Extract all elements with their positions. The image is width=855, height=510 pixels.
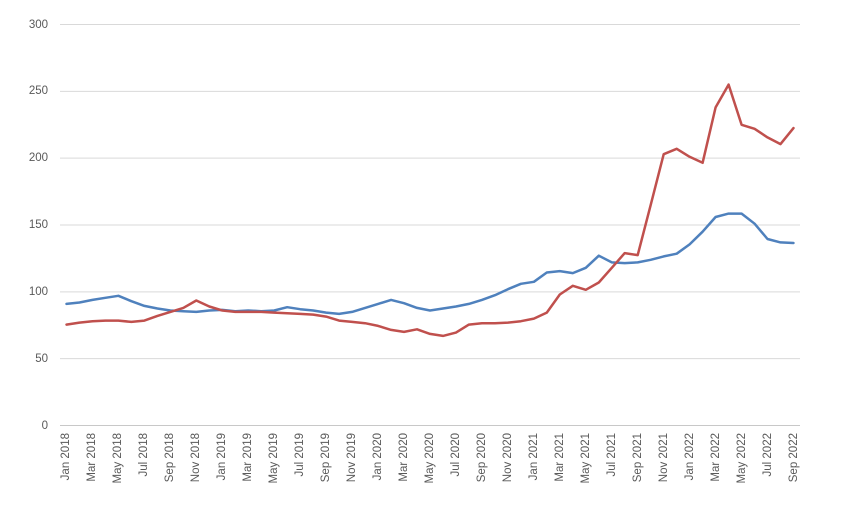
x-axis-label: May 2022 xyxy=(735,433,748,484)
x-axis-label: Jan 2019 xyxy=(216,433,229,481)
x-axis-label: Jul 2020 xyxy=(449,433,462,477)
x-axis-label: Sep 2021 xyxy=(631,433,644,483)
y-axis-label-50: 50 xyxy=(35,352,48,365)
x-axis-label: Nov 2020 xyxy=(501,433,514,483)
x-axis-label: Nov 2019 xyxy=(346,433,359,483)
x-axis-label: May 2020 xyxy=(424,433,436,484)
x-axis-label: May 2021 xyxy=(579,433,592,484)
x-axis-label: Jul 2022 xyxy=(761,433,774,477)
y-axis-label-200: 200 xyxy=(28,152,48,165)
x-axis-label: Mar 2018 xyxy=(86,433,99,482)
x-axis-label: Mar 2020 xyxy=(398,433,411,482)
y-axis-label-150: 150 xyxy=(28,219,48,231)
series-2-red xyxy=(65,83,795,338)
x-axis-label: Mar 2019 xyxy=(242,433,255,482)
x-axis-label: Nov 2018 xyxy=(190,433,203,483)
x-axis-label: May 2018 xyxy=(112,433,125,484)
y-axis-label-250: 250 xyxy=(28,85,48,98)
x-axis-label: Jan 2021 xyxy=(527,433,540,481)
x-axis-label: Sep 2020 xyxy=(475,433,488,483)
x-axis-label: Mar 2022 xyxy=(709,433,722,482)
x-axis-label: Jul 2021 xyxy=(605,433,618,477)
y-axis-label-0: 0 xyxy=(41,419,48,432)
y-axis-label-300: 300 xyxy=(28,18,48,31)
x-axis-label: Sep 2019 xyxy=(320,433,333,483)
x-axis-label: Jan 2022 xyxy=(683,433,696,481)
x-axis-label: Jul 2018 xyxy=(138,433,151,477)
x-axis-label: Sep 2018 xyxy=(164,433,177,483)
x-axis-label: Mar 2021 xyxy=(553,433,566,482)
x-axis-label: Jan 2018 xyxy=(60,433,73,481)
x-axis-label: Sep 2022 xyxy=(787,433,800,483)
x-axis-label: Jul 2019 xyxy=(294,433,307,477)
series-1-blue xyxy=(65,212,795,316)
x-axis-label: May 2019 xyxy=(268,433,281,484)
x-axis-label: Jan 2020 xyxy=(372,433,385,481)
x-axis-label: Nov 2021 xyxy=(657,433,670,483)
y-axis-label-100: 100 xyxy=(28,285,48,298)
